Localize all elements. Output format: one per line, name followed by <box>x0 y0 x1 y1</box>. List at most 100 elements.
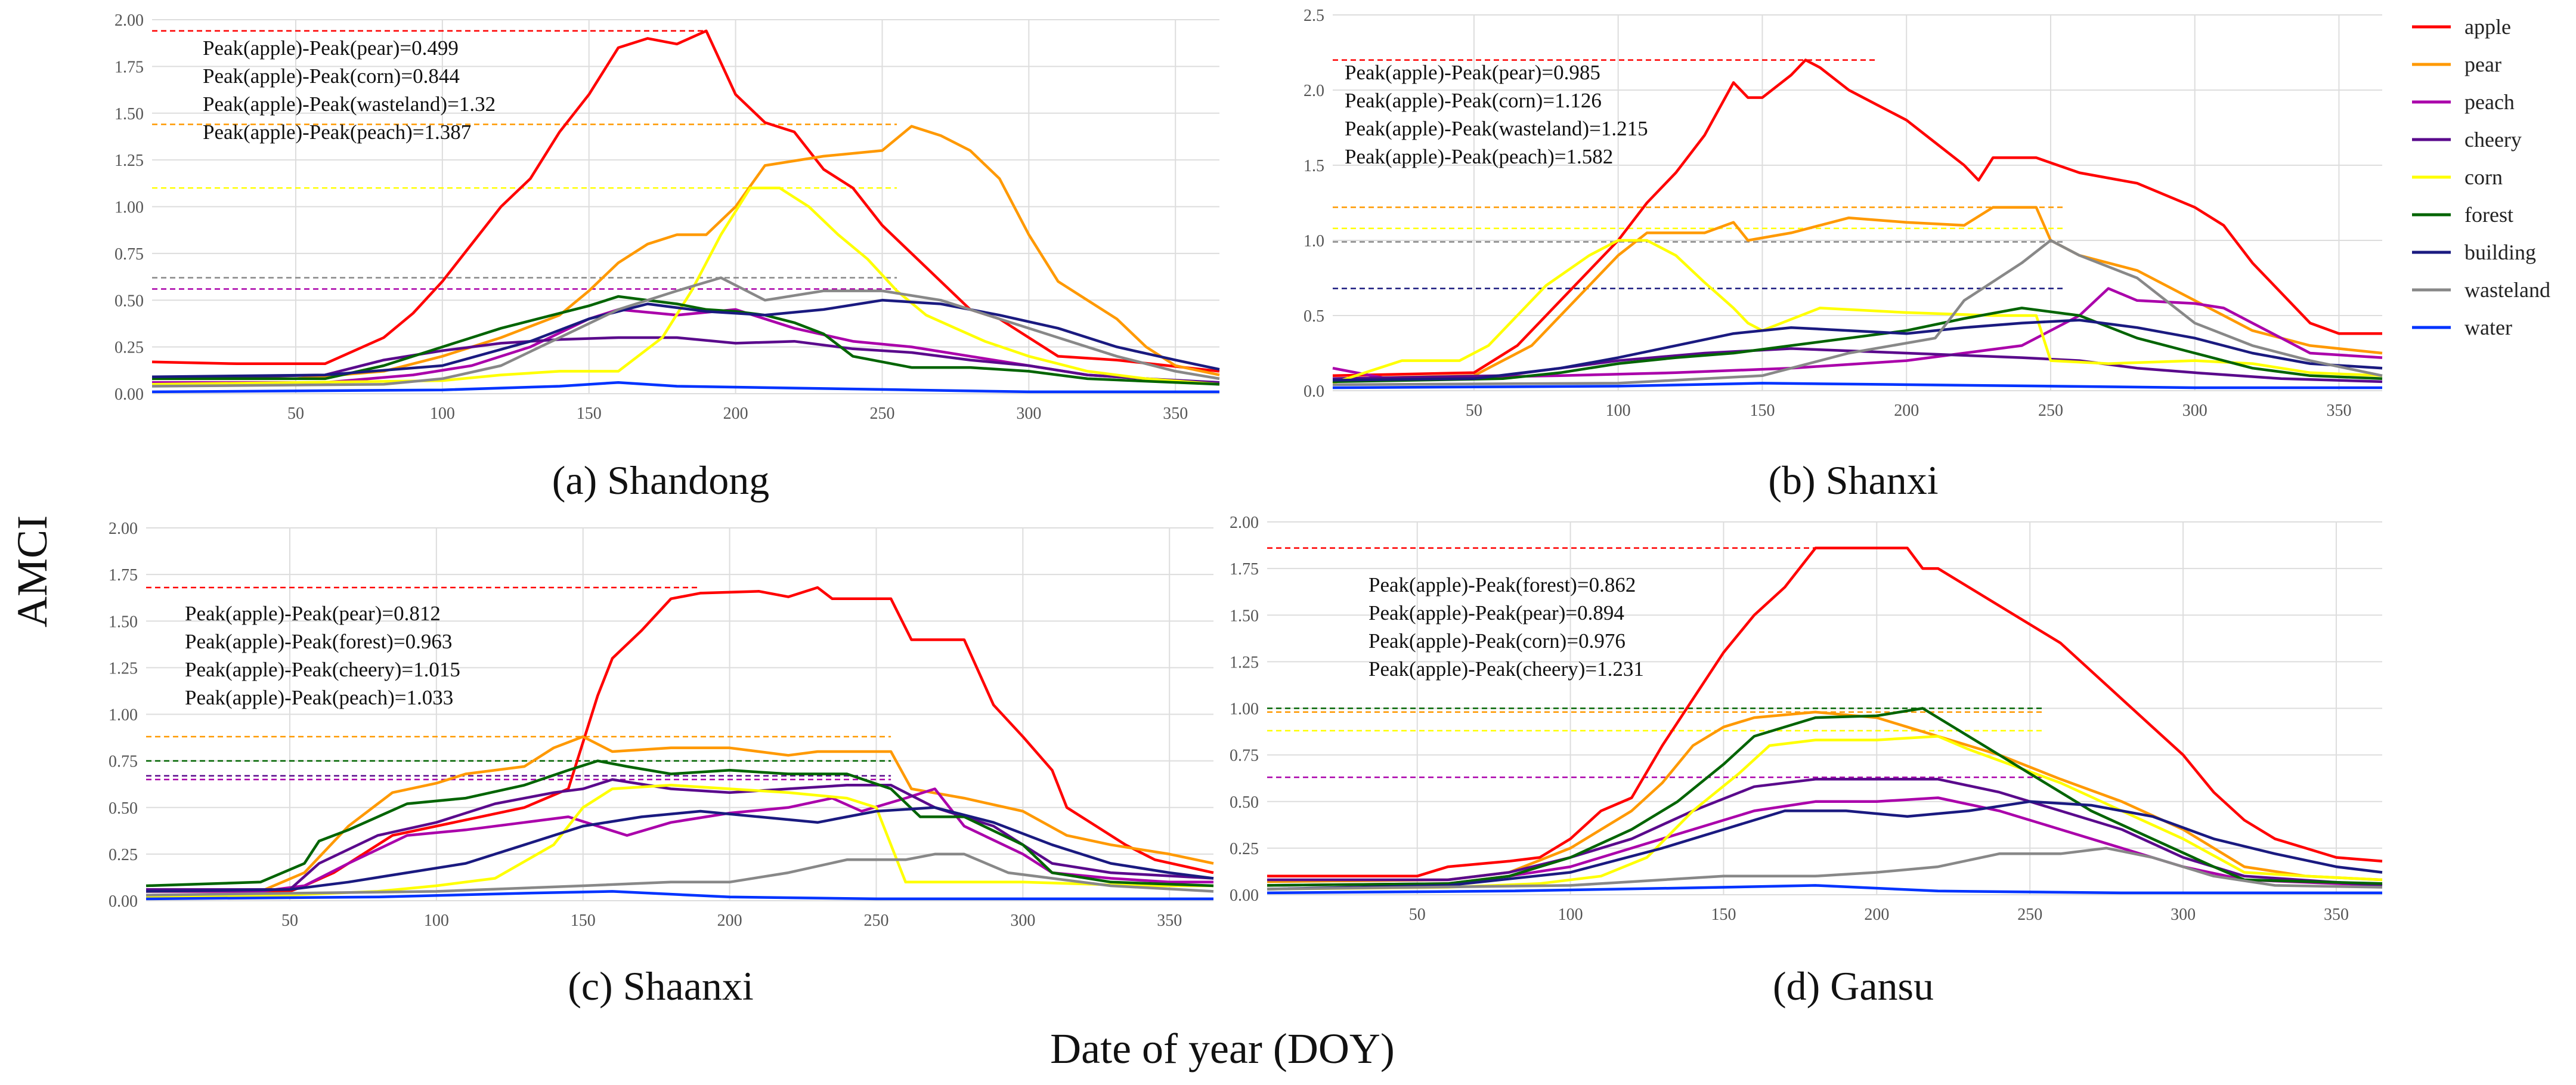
x-tick-label: 100 <box>424 911 449 930</box>
series-line-wasteland <box>1267 846 2383 891</box>
series-line-corn <box>145 784 1213 899</box>
x-tick-label: 300 <box>2171 905 2196 924</box>
y-tick-label: 0.25 <box>109 846 138 864</box>
y-tick-label: 1.50 <box>1230 607 1259 625</box>
y-tick-label: 0.50 <box>109 799 138 818</box>
legend-label-building: building <box>2464 240 2536 264</box>
x-tick-label: 300 <box>1010 911 1035 930</box>
x-tick-label: 250 <box>2038 401 2063 420</box>
y-tick-label: 0.5 <box>1304 307 1324 326</box>
series-line-forest <box>145 759 1214 888</box>
series-line-water <box>1332 382 2382 390</box>
y-tick-label: 2.00 <box>109 520 138 538</box>
y-tick-label: 1.00 <box>1230 700 1259 719</box>
y-tick-label: 2.5 <box>1304 7 1324 25</box>
y-tick-label: 1.75 <box>109 566 138 585</box>
x-tick-label: 150 <box>1711 905 1736 924</box>
series-line-cheery <box>146 778 1214 891</box>
series-line-building <box>1332 319 2383 382</box>
x-tick-label: 350 <box>2324 905 2349 924</box>
annotation-text: Peak(apple)-Peak(corn)=0.976 <box>1368 629 1626 653</box>
series-line-pear <box>152 125 1220 381</box>
series-line-pear <box>146 735 1214 893</box>
annotation-text: Peak(apple)-Peak(pear)=0.499 <box>203 36 459 60</box>
legend-label-wasteland: wasteland <box>2464 278 2550 302</box>
legend-label-water: water <box>2464 316 2512 339</box>
y-tick-label: 0.50 <box>1230 793 1259 812</box>
x-tick-label: 300 <box>2182 401 2207 420</box>
x-tick-label: 100 <box>430 404 455 423</box>
series-line-building <box>151 299 1220 379</box>
x-tick-label: 100 <box>1558 905 1583 924</box>
series-line-water <box>1267 884 2382 895</box>
series-line-wasteland <box>151 276 1220 388</box>
panel-shandong: 0.00 0.25 0.50 0.75 1.00 1.25 1.50 1.75 2.00 50 10… <box>114 11 1220 423</box>
y-tick-label: 2.0 <box>1304 82 1324 100</box>
annotation-text: Peak(apple)-Peak(pear)=0.812 <box>185 602 441 625</box>
legend-label-cheery: cheery <box>2464 128 2522 152</box>
annotation-text: Peak(apple)-Peak(forest)=0.862 <box>1368 573 1636 596</box>
series-line-corn <box>1267 735 2383 891</box>
series-line-apple <box>1267 546 2383 878</box>
y-tick-label: 0.00 <box>114 385 144 404</box>
y-tick-label: 1.75 <box>114 58 144 76</box>
caption-shaanxi: (c) Shaanxi <box>568 963 754 1009</box>
y-tick-label: 1.25 <box>1230 653 1259 672</box>
x-tick-label: 50 <box>287 404 304 423</box>
y-tick-label: 1.25 <box>109 659 138 678</box>
caption-gansu: (d) Gansu <box>1773 963 1934 1009</box>
y-tick-label: 1.00 <box>109 706 138 725</box>
y-tick-label: 0.75 <box>109 753 138 771</box>
series-line-building <box>145 806 1214 893</box>
x-tick-label: 200 <box>1894 401 1919 420</box>
annotation-text: Peak(apple)-Peak(peach)=1.387 <box>203 120 471 144</box>
annotation-text: Peak(apple)-Peak(peach)=1.582 <box>1345 145 1613 168</box>
panel-gansu: 0.00 0.25 0.50 0.75 1.00 1.25 1.50 1.75 2.00 50 10… <box>1230 514 2383 924</box>
y-tick-label: 1.50 <box>109 613 138 631</box>
y-tick-label: 0.0 <box>1304 382 1324 401</box>
annotation-text: Peak(apple)-Peak(cheery)=1.231 <box>1368 657 1644 681</box>
x-tick-label: 350 <box>1163 404 1188 423</box>
caption-shandong: (a) Shandong <box>552 458 769 503</box>
annotation-text: Peak(apple)-Peak(forest)=0.963 <box>185 630 452 653</box>
annotation-text: Peak(apple)-Peak(corn)=1.126 <box>1345 89 1602 112</box>
x-tick-label: 150 <box>571 911 596 930</box>
annotation-text: Peak(apple)-Peak(corn)=0.844 <box>203 64 460 88</box>
y-tick-label: 1.0 <box>1304 232 1324 251</box>
x-tick-label: 250 <box>2017 905 2042 924</box>
y-tick-label: 2.00 <box>1230 514 1259 532</box>
y-tick-label: 1.25 <box>114 152 144 170</box>
x-tick-label: 200 <box>723 404 748 423</box>
x-tick-label: 250 <box>863 911 888 930</box>
annotation-text: Peak(apple)-Peak(peach)=1.033 <box>185 686 453 709</box>
y-tick-label: 0.50 <box>114 292 144 310</box>
legend-label-peach: peach <box>2464 90 2515 114</box>
legend-label-pear: pear <box>2464 52 2501 76</box>
x-tick-label: 350 <box>2326 401 2351 420</box>
series-line-building <box>1267 800 2383 891</box>
legend-label-apple: apple <box>2464 15 2511 39</box>
series-line-water <box>151 381 1219 394</box>
x-tick-label: 50 <box>1409 905 1426 924</box>
legend-label-corn: corn <box>2464 165 2503 189</box>
annotation-text: Peak(apple)-Peak(cheery)=1.015 <box>185 658 460 681</box>
series-line-wasteland <box>1332 239 2383 387</box>
y-tick-label: 0.75 <box>1230 747 1259 765</box>
annotation-text: Peak(apple)-Peak(pear)=0.894 <box>1368 601 1624 625</box>
series-line-wasteland <box>145 852 1214 897</box>
x-tick-label: 100 <box>1606 401 1631 420</box>
series-line-cheery <box>1267 778 2383 887</box>
series-line-water <box>145 890 1213 901</box>
panel-shaanxi: 0.00 0.25 0.50 0.75 1.00 1.25 1.50 1.75 2.00 50 10… <box>109 520 1214 930</box>
y-tick-label: 0.25 <box>114 339 144 357</box>
x-tick-label: 50 <box>1466 401 1482 420</box>
x-tick-label: 250 <box>869 404 894 423</box>
series-line-apple <box>146 586 1214 893</box>
annotation-text: Peak(apple)-Peak(wasteland)=1.32 <box>203 92 496 116</box>
x-tick-label: 200 <box>1864 905 1889 924</box>
series-line-corn <box>151 186 1220 386</box>
series-line-forest <box>1267 707 2383 887</box>
legend-label-forest: forest <box>2464 203 2513 227</box>
